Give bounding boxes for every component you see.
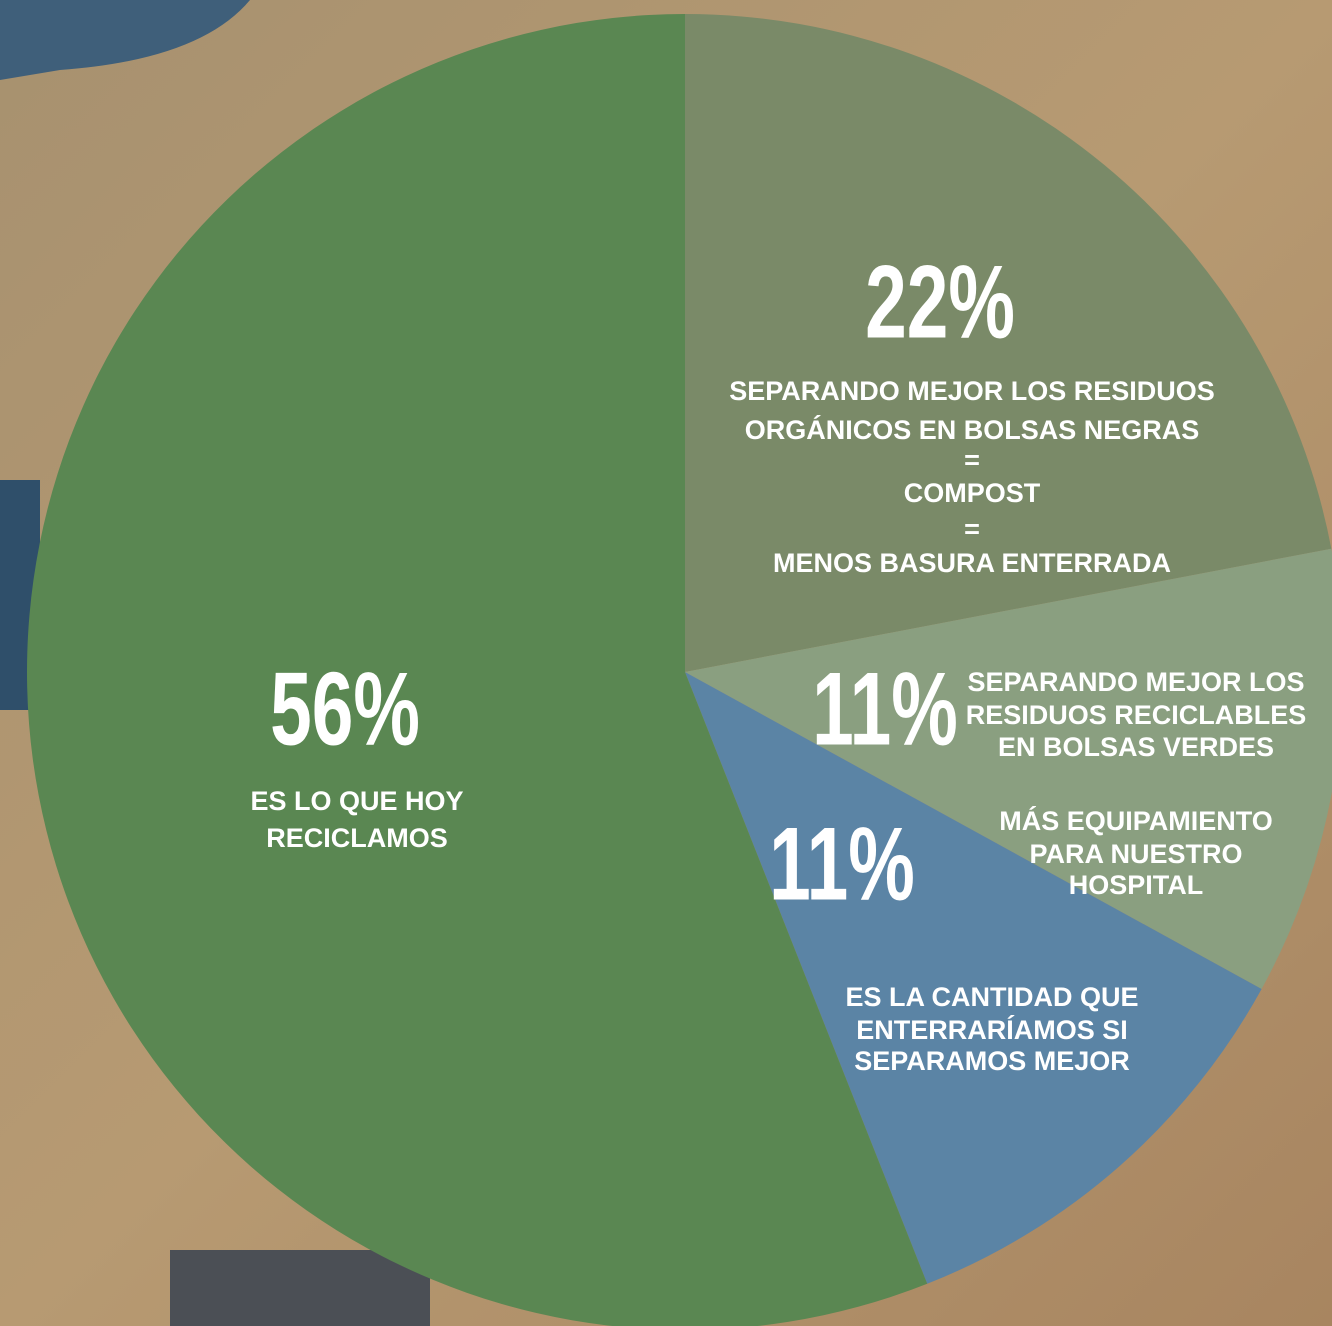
slice-description: SEPARANDO MEJOR LOS [967, 667, 1304, 697]
slice-description: MÁS EQUIPAMIENTO [999, 805, 1273, 836]
slice-description: SEPARAMOS MEJOR [854, 1046, 1130, 1076]
pie-slice [685, 14, 1332, 672]
slice-description: HOSPITAL [1069, 870, 1204, 900]
slice-description: PARA NUESTRO [1029, 839, 1242, 869]
slice-description: ORGÁNICOS EN BOLSAS NEGRAS [745, 414, 1200, 445]
slice-description: RECICLAMOS [266, 823, 448, 853]
slice-description: SEPARANDO MEJOR LOS RESIDUOS [729, 376, 1215, 406]
pie-slice [27, 14, 928, 1326]
labels: 22% SEPARANDO MEJOR LOS RESIDUOS ORGÁNICOS… [250, 245, 1306, 1077]
background-building [170, 1250, 430, 1326]
slice-description: MENOS BASURA ENTERRADA [773, 548, 1171, 578]
background-water [0, 0, 250, 80]
slice-description: ENTERRARÍAMOS SI [856, 1014, 1128, 1045]
pie-slice [685, 672, 1262, 1284]
value-label: 56% [270, 652, 420, 768]
slice-description: EN BOLSAS VERDES [998, 732, 1274, 762]
slice-description: RESIDUOS RECICLABLES [966, 700, 1307, 730]
value-label: 11% [769, 807, 915, 923]
slice-description: ES LO QUE HOY [250, 786, 463, 816]
value-label: 22% [865, 245, 1015, 361]
pie-slice [685, 548, 1332, 989]
slice-description: ES LA CANTIDAD QUE [845, 982, 1138, 1012]
value-label: 11% [812, 652, 958, 768]
slice-description: = [964, 445, 980, 475]
pie [27, 14, 1332, 1326]
slice-description: COMPOST [904, 478, 1041, 508]
slice-description: = [964, 514, 980, 544]
